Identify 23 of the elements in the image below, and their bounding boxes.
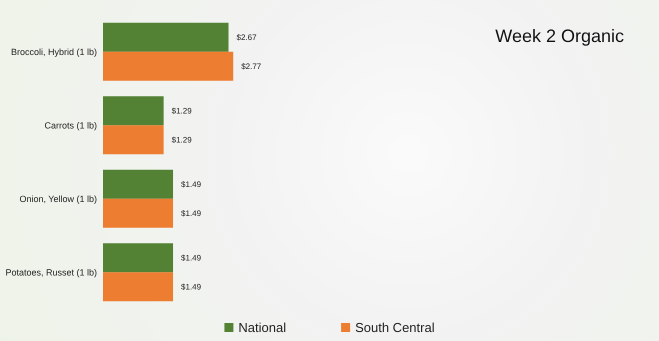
data-label: $1.49 xyxy=(181,253,202,262)
y-tick-label: Potatoes, Russet (1 lb) xyxy=(5,267,97,278)
y-tick-label: Onion, Yellow (1 lb) xyxy=(19,194,97,204)
bar xyxy=(103,170,174,199)
data-label: $1.49 xyxy=(181,180,202,189)
bar xyxy=(103,52,234,81)
data-label: $2.67 xyxy=(236,32,258,42)
bar xyxy=(103,125,164,154)
bar xyxy=(103,96,164,126)
data-label: $2.77 xyxy=(241,62,262,71)
legend-label: National xyxy=(238,320,286,335)
data-label: $1.49 xyxy=(181,282,202,292)
y-tick-label: Broccoli, Hybrid (1 lb) xyxy=(10,46,97,57)
bar xyxy=(103,243,174,272)
bar xyxy=(103,198,174,228)
bar xyxy=(103,22,229,52)
data-label: $1.49 xyxy=(181,208,202,218)
text: Week 2 Organic xyxy=(495,26,624,46)
data-label: $1.29 xyxy=(172,135,192,144)
data-label: $1.29 xyxy=(172,106,192,116)
legend-label: South Central xyxy=(355,320,435,335)
bar xyxy=(103,272,174,302)
y-tick-label: Carrots (1 lb) xyxy=(44,120,97,130)
